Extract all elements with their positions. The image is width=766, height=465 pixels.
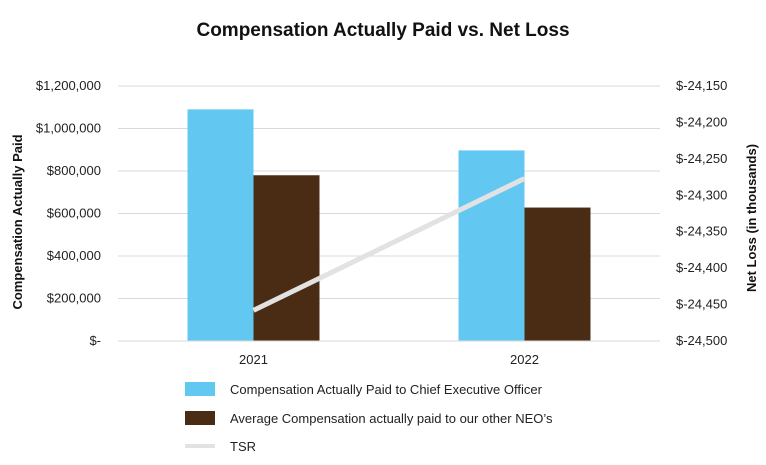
- left-axis-ticks: $- $200,000 $400,000 $600,000 $800,000 $1,000…: [36, 78, 101, 348]
- x-axis-ticks: 2021 2022: [118, 340, 660, 367]
- y2-tick-label: $-24,300: [676, 187, 727, 202]
- y2-tick-label: $-24,150: [676, 78, 727, 93]
- bar-neo-2021: [253, 175, 320, 341]
- bar-ceo-2021: [187, 109, 254, 341]
- y-tick-label: $1,200,000: [36, 78, 101, 93]
- bar-neo-2022: [524, 207, 591, 341]
- legend: Compensation Actually Paid to Chief Exec…: [185, 382, 553, 454]
- y2-tick-label: $-24,450: [676, 297, 727, 312]
- chart-title: Compensation Actually Paid vs. Net Loss: [196, 20, 569, 41]
- tsr-line: [252, 176, 526, 313]
- y-tick-label: $1,000,000: [36, 121, 101, 136]
- right-axis-ticks: $-24,500 $-24,450 $-24,400 $-24,350 $-24,300…: [676, 78, 727, 348]
- y2-axis-label: Net Loss (in thousands): [744, 144, 759, 292]
- legend-swatch-ceo: [185, 382, 215, 396]
- bars: [187, 109, 591, 341]
- y-tick-label: $800,000: [47, 163, 101, 178]
- y2-tick-label: $-24,200: [676, 114, 727, 129]
- legend-label-ceo: Compensation Actually Paid to Chief Exec…: [230, 382, 543, 397]
- bar-ceo-2022: [458, 150, 525, 341]
- lines: [252, 176, 526, 313]
- x-tick-label: 2022: [510, 352, 539, 367]
- y2-tick-label: $-24,400: [676, 260, 727, 275]
- legend-label-neo: Average Compensation actually paid to ou…: [230, 411, 553, 426]
- y-axis-label: Compensation Actually Paid: [10, 134, 25, 309]
- legend-label-tsr: TSR: [230, 439, 256, 454]
- y-tick-label: $400,000: [47, 248, 101, 263]
- y2-tick-label: $-24,250: [676, 151, 727, 166]
- x-tick-label: 2021: [239, 352, 268, 367]
- y-tick-label: $200,000: [47, 291, 101, 306]
- y2-tick-label: $-24,350: [676, 224, 727, 239]
- legend-swatch-neo: [185, 411, 215, 425]
- y2-tick-label: $-24,500: [676, 333, 727, 348]
- y-tick-label: $-: [89, 333, 101, 348]
- y-tick-label: $600,000: [47, 206, 101, 221]
